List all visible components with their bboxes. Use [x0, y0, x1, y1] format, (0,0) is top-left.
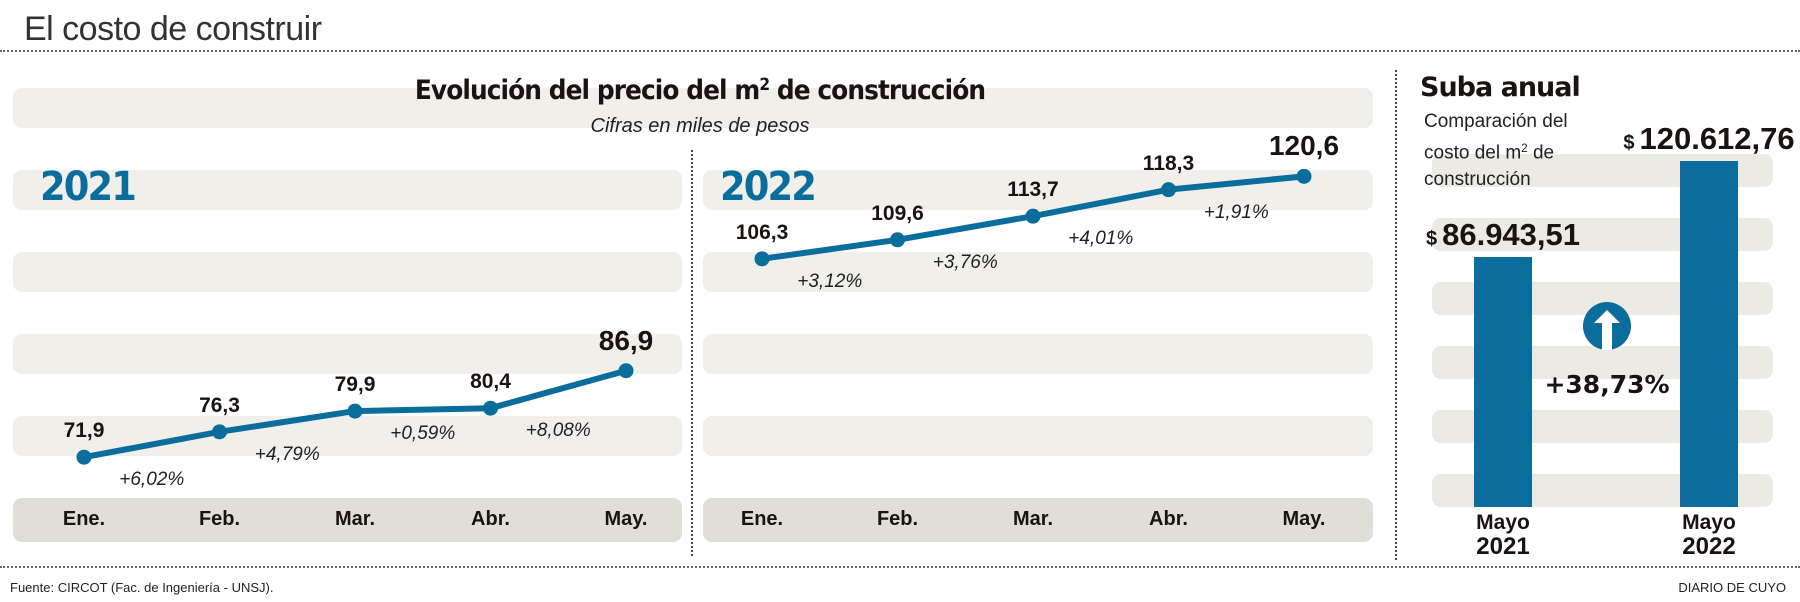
bar-value-number: 86.943,51 [1442, 217, 1581, 252]
data-point-2022-0 [754, 251, 770, 267]
axis-band-2021 [13, 498, 682, 542]
change-label-2021-1: +4,79% [254, 443, 320, 465]
data-point-2022-4 [1296, 168, 1312, 184]
x-tick-2022-3: Abr. [1149, 508, 1188, 530]
bar-value-number: 120.612,76 [1639, 121, 1795, 156]
suba-title: Suba anual [1420, 72, 1581, 103]
value-label-2022-4: 120,6 [1268, 130, 1340, 162]
currency-symbol: $ [1425, 228, 1438, 250]
x-tick-2022-4: May. [1282, 508, 1326, 530]
credit: DIARIO DE CUYO [1678, 580, 1786, 595]
data-point-2021-3 [483, 400, 498, 416]
bar-2022 [1680, 161, 1738, 507]
data-point-2021-1 [212, 424, 227, 440]
bar-category-year: 2021 [1476, 533, 1530, 560]
footer-divider [0, 566, 1800, 568]
stripe-2021 [13, 170, 682, 210]
bar-value-2022: $120.612,76 [1623, 121, 1794, 157]
year-label-2022: 2022 [720, 164, 817, 210]
data-point-2022-3 [1161, 182, 1176, 198]
value-label-2021-1: 76,3 [199, 393, 240, 417]
change-label-2021-0: +6,02% [119, 469, 185, 491]
x-tick-2022-2: Mar. [1012, 508, 1054, 530]
value-label-2021-3: 80,4 [470, 370, 511, 394]
currency-symbol: $ [1623, 132, 1635, 154]
x-tick-2021-0: Ene. [62, 508, 106, 530]
page-title: El costo de construir [24, 10, 322, 48]
annual-change-label: +38,73% [1544, 370, 1670, 399]
x-tick-2022-1: Feb. [876, 508, 919, 530]
value-label-2021-2: 79,9 [334, 373, 376, 397]
bar-category-month: Mayo [1476, 511, 1530, 534]
change-label-2022-0: +3,12% [797, 270, 863, 292]
suba-note: Comparación del costo del m2 de construc… [1424, 111, 1568, 191]
year-label-2021: 2021 [40, 164, 137, 210]
stripe-2022 [703, 416, 1373, 456]
title-stripe [13, 88, 1373, 128]
x-tick-2021-1: Feb. [198, 508, 241, 530]
stripe-2022 [703, 170, 1373, 210]
bar-value-2021: $86.943,51 [1426, 217, 1580, 253]
stripe-2022 [703, 252, 1373, 292]
change-label-2022-2: +4,01% [1068, 228, 1134, 250]
axis-band-2022 [703, 498, 1373, 542]
change-label-2021-3: +8,08% [525, 420, 591, 442]
x-tick-2022-0: Ene. [740, 508, 784, 530]
value-label-2022-1: 109,6 [871, 201, 924, 225]
chart-subtitle: Cifras en miles de pesos [590, 115, 810, 137]
bar-category-2022: Mayo 2022 [1649, 511, 1769, 559]
value-label-2022-3: 118,3 [1142, 151, 1195, 175]
bar-2021 [1474, 257, 1532, 507]
source-note: Fuente: CIRCOT (Fac. de Ingeniería - UNS… [10, 580, 274, 595]
value-label-2021-4: 86,9 [598, 324, 654, 356]
x-tick-2021-2: Mar. [334, 508, 376, 530]
panel-divider-suba [1395, 70, 1397, 560]
stripe-2021 [13, 334, 682, 374]
change-label-2021-2: +0,59% [390, 423, 456, 445]
value-label-2021-0: 71,9 [63, 419, 105, 443]
bar-category-year: 2022 [1682, 533, 1736, 560]
data-point-2021-2 [347, 403, 363, 419]
change-label-2022-1: +3,76% [932, 251, 998, 273]
arrow-up-circle-icon [1583, 302, 1631, 350]
x-tick-2021-3: Abr. [471, 508, 510, 530]
line-chart [76, 168, 1312, 465]
panel-divider-years [691, 150, 693, 556]
data-point-2022-2 [1025, 208, 1041, 224]
x-tick-2021-4: May. [604, 508, 648, 530]
stripe-2021 [13, 252, 682, 292]
chart-title: Evolución del precio del m2 de construcc… [414, 74, 986, 107]
change-label-2022-3: +1,91% [1203, 201, 1269, 223]
data-point-2022-1 [890, 232, 905, 248]
data-point-2021-4 [618, 363, 634, 379]
value-label-2022-0: 106,3 [735, 220, 789, 244]
bar-category-2021: Mayo 2021 [1443, 511, 1563, 559]
value-label-2022-2: 113,7 [1007, 178, 1059, 202]
data-point-2021-0 [76, 449, 92, 465]
bar-category-month: Mayo [1682, 511, 1736, 534]
header-divider [0, 50, 1800, 52]
stripe-2022 [703, 334, 1373, 374]
